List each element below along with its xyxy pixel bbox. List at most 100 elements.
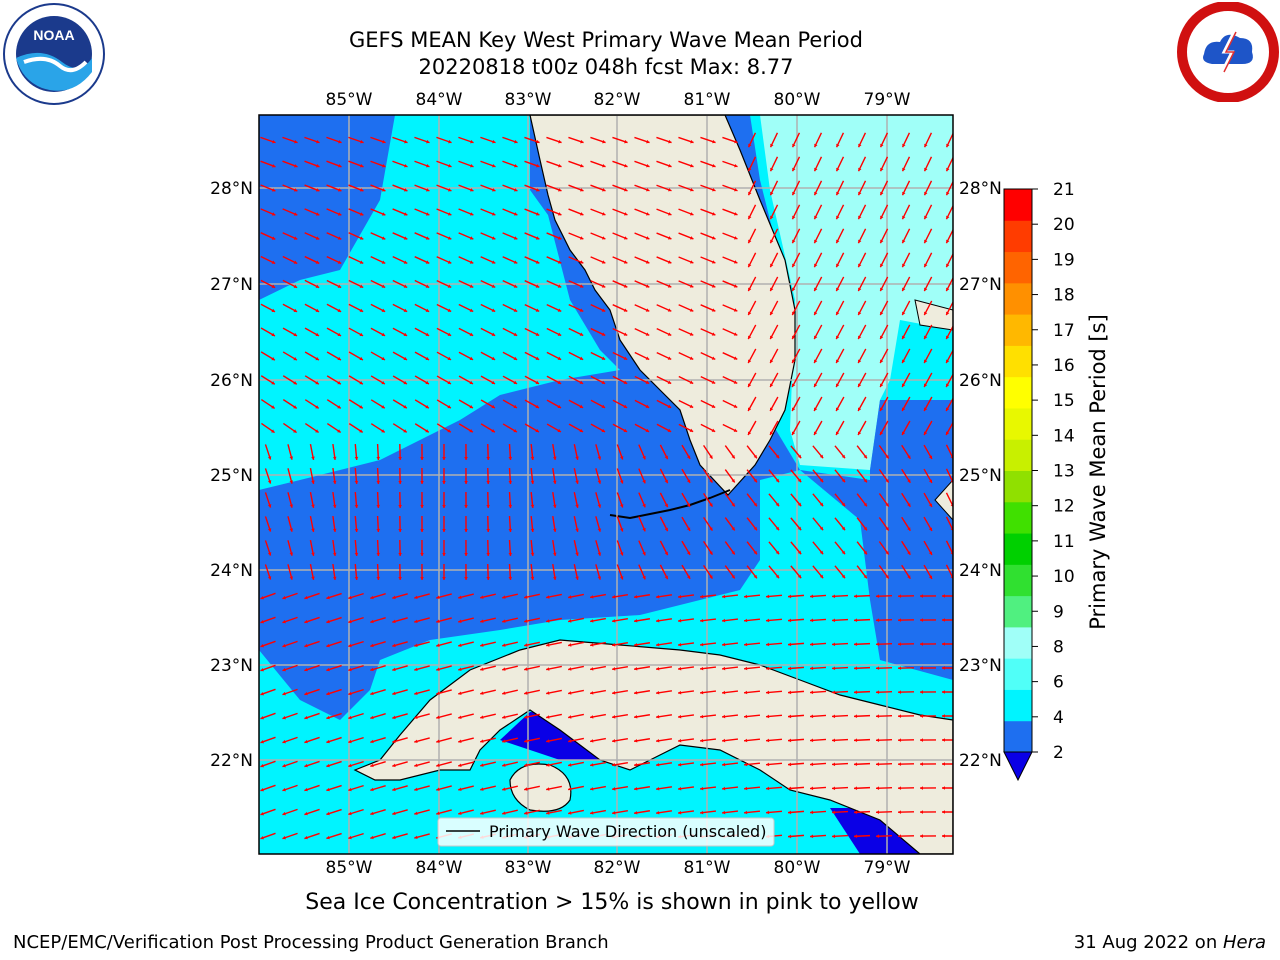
wave-arrow-head [907, 455, 911, 459]
wave-arrow-head [656, 786, 660, 791]
wave-arrow-head [552, 528, 557, 532]
wave-arrow-head [709, 575, 713, 579]
wave-arrow-head [863, 526, 867, 531]
wave-arrow-head [370, 763, 374, 768]
wave-arrow-head [612, 667, 616, 671]
wave-arrow-head [568, 691, 572, 695]
wave-arrow-head [293, 188, 298, 192]
wave-arrow-head [645, 308, 650, 312]
wave-arrow-head [326, 835, 330, 840]
wave-arrow-head [814, 215, 818, 220]
wave-arrow-head [381, 429, 385, 433]
wave-arrow-head [876, 714, 880, 718]
wave-arrow-head [304, 643, 308, 648]
wave-arrow-head [744, 690, 748, 695]
wave-arrow-head [530, 504, 535, 508]
colorbar-tick-label: 11 [1053, 532, 1075, 552]
wave-arrow-head [942, 810, 946, 814]
wave-arrow-head [590, 619, 594, 623]
wave-arrow-head [524, 811, 528, 815]
wave-arrow-head [854, 762, 858, 767]
wave-arrow-head [557, 380, 562, 384]
wave-arrow-head [546, 811, 550, 815]
wave-arrow-head [766, 690, 770, 695]
wave-arrow-head [376, 480, 381, 484]
wave-arrow-head [491, 380, 496, 384]
wave-arrow-head [634, 738, 638, 743]
wave-arrow-head [814, 287, 818, 292]
wave-arrow-head [260, 715, 264, 720]
wave-arrow-head [744, 762, 748, 767]
wave-arrow-head [326, 619, 330, 624]
wave-arrow-head [770, 239, 774, 244]
wave-arrow-head [722, 762, 726, 767]
wave-arrow-head [304, 595, 308, 600]
wave-arrow-head [645, 284, 650, 288]
wave-arrow-head [337, 188, 342, 192]
wave-arrow-head [425, 212, 430, 216]
wave-arrow-head [753, 550, 757, 555]
wave-arrow-head [464, 456, 468, 460]
wave-arrow-head [602, 139, 606, 144]
wave-arrow-head [700, 810, 704, 815]
wave-arrow-head [836, 239, 840, 244]
wave-arrow-head [686, 575, 691, 579]
wave-arrow-head [425, 405, 429, 409]
wave-arrow-head [513, 332, 518, 336]
wave-arrow-head [810, 642, 814, 647]
wave-arrow-head [267, 504, 272, 508]
wave-arrow-head [524, 643, 528, 647]
wave-arrow-head [282, 691, 286, 696]
lat-label: 26°N [210, 371, 253, 391]
wave-arrow-head [791, 431, 796, 435]
wave-arrow-head [326, 739, 330, 744]
wave-arrow-head [359, 332, 364, 336]
wave-arrow-head [634, 594, 638, 599]
wave-arrow-head [491, 332, 496, 336]
wave-arrow-head [946, 407, 950, 412]
wave-arrow-head [502, 763, 506, 767]
wave-arrow-head [942, 642, 946, 646]
wave-arrow-head [832, 666, 836, 671]
wave-arrow-head [267, 576, 272, 580]
colorbar-tick-label: 10 [1053, 567, 1075, 587]
wave-arrow-head [392, 811, 396, 816]
wave-arrow-head [326, 643, 330, 648]
wave-arrow-head [770, 335, 774, 340]
wave-arrow-head [381, 212, 386, 216]
wave-arrow-head [304, 739, 308, 744]
wave-arrow-head [304, 715, 308, 720]
wave-arrow-head [403, 332, 408, 336]
wave-arrow-head [924, 263, 928, 268]
wave-arrow-head [392, 595, 396, 600]
colorbar-segment [1004, 720, 1032, 753]
wave-arrow-head [880, 287, 884, 292]
colorbar-segment [1004, 470, 1032, 503]
wave-arrow-head [753, 454, 757, 459]
wave-arrow-head [546, 667, 550, 671]
wave-arrow-head [486, 528, 490, 532]
wave-arrow-head [634, 762, 638, 767]
wave-arrow-head [425, 308, 430, 312]
wave-arrow-head [480, 763, 484, 767]
wave-arrow-head [546, 787, 550, 791]
lat-label: 28°N [959, 179, 1002, 199]
wave-arrow-head [293, 356, 297, 361]
wave-arrow-head [458, 667, 462, 671]
wave-arrow-head [316, 139, 320, 144]
wave-arrow-head [601, 284, 606, 288]
wave-arrow-head [612, 691, 616, 695]
wave-arrow-head [420, 576, 424, 580]
wave-arrow-head [942, 762, 946, 766]
wave-arrow-head [568, 787, 572, 791]
wave-arrow-head [668, 139, 672, 144]
wave-arrow-head [612, 595, 616, 599]
wave-arrow-head [667, 260, 672, 264]
wave-arrow-head [880, 311, 884, 316]
wave-arrow-head [260, 643, 264, 648]
wave-arrow-head [304, 811, 308, 816]
wave-arrow-head [469, 260, 474, 264]
wave-arrow-head [832, 834, 836, 839]
wave-arrow-head [748, 335, 752, 340]
wave-arrow-head [902, 359, 906, 364]
